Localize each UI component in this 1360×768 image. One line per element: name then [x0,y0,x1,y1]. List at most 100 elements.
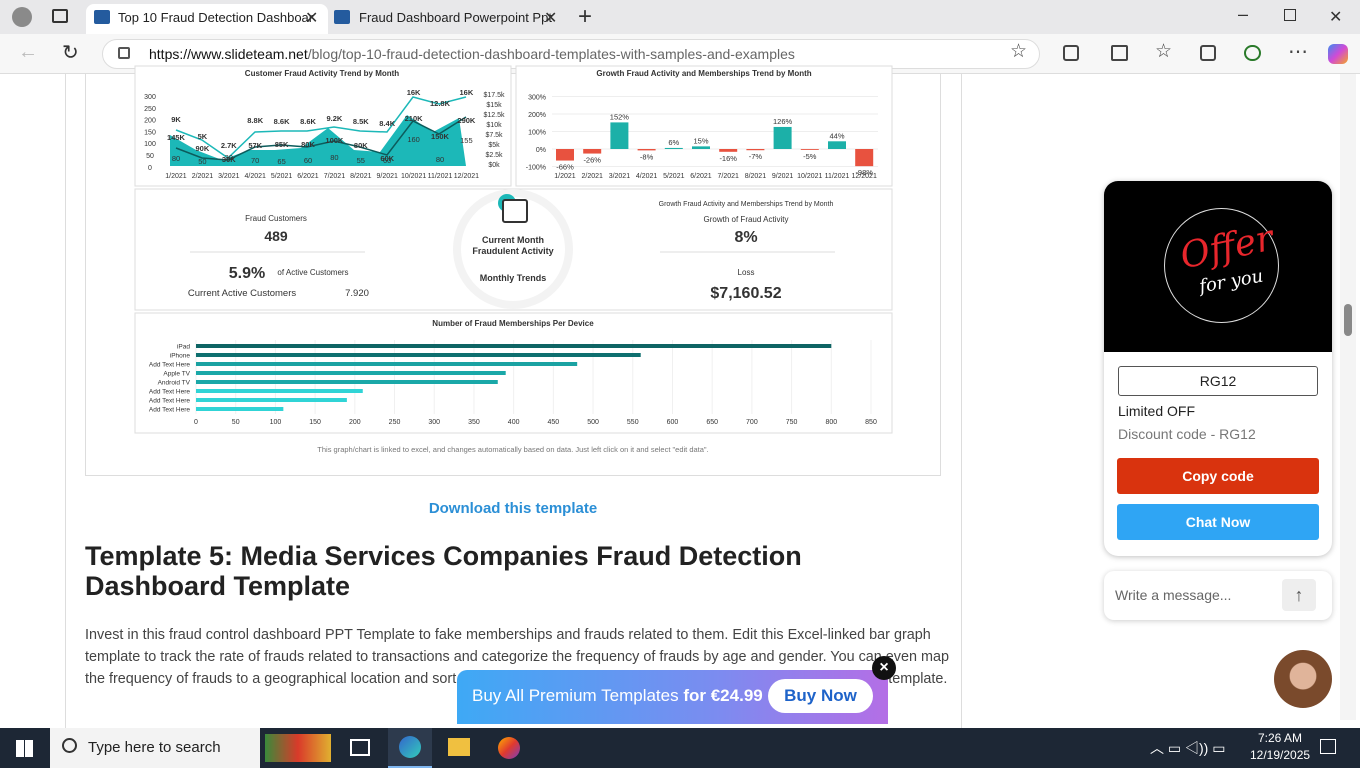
dash-text: 80 [172,154,180,163]
value-label: 15% [693,136,708,145]
dash-text: 1/2021 [554,173,576,180]
reload[interactable]: ↻ [62,42,79,64]
copy-code-button[interactable]: Copy code [1117,458,1319,494]
tab-active[interactable]: Top 10 Fraud Detection Dashboar [86,4,328,34]
close-window[interactable]: ✕ [1329,9,1343,26]
promo-banner[interactable]: Buy All Premium Templates for €24.99 Buy… [457,670,888,724]
offer-circle [1164,208,1279,323]
buy-now-button[interactable]: Buy Now [768,679,873,713]
dash-text: This graph/chart is linked to excel, and… [317,445,708,454]
dash-text: 150 [144,129,156,136]
menu[interactable]: ⋯ [1288,41,1308,63]
tick-label: 650 [706,419,718,426]
bar [664,147,683,149]
center-title-line: Fraudulent Activity [472,246,553,256]
tab-close[interactable]: ✕ [305,10,319,27]
dash-text: 55 [357,156,365,165]
value-label: -7% [749,152,763,161]
dash-text: $7,160.52 [710,285,781,302]
dash-text: 80K [354,141,368,150]
favorite[interactable]: ☆ [1010,41,1028,62]
notifications[interactable] [1320,739,1336,754]
article-column [65,74,962,728]
area-shape [170,115,466,166]
dash-text: 5.9% [229,265,265,282]
dash-text: 65 [277,157,285,166]
dash-text: 11/2021 [428,173,453,180]
favorites[interactable]: ☆ [1155,41,1173,62]
bar [196,407,284,411]
copilot[interactable] [1328,44,1348,64]
tray-icons[interactable]: ︿ ▭ ◁)) ▭ [1150,740,1226,756]
url-bar[interactable]: https://www.slideteam.net/blog/top-10-fr… [102,39,1040,69]
dash-text: 6/2021 [690,173,712,180]
dash-text: 489 [264,228,288,244]
tab[interactable]: Fraud Dashboard Powerpoint Ppt [327,4,565,34]
device-label: Add Text Here [149,362,190,369]
dash-text: 8% [734,229,757,246]
tick-label: 150 [309,419,321,426]
dash-text: $5k [488,142,500,149]
collections[interactable] [1200,45,1216,61]
value-label: -5% [803,152,817,161]
chat-now-button[interactable]: Chat Now [1117,504,1319,540]
tick-label: -100% [526,165,546,172]
task-view[interactable] [350,739,370,756]
tab-title: Top 10 Fraud Detection Dashboar [118,10,314,25]
device-label: Add Text Here [149,398,190,405]
profile-icon[interactable] [12,7,32,27]
firefox-app[interactable] [498,737,520,759]
restore[interactable] [1284,9,1296,21]
clock[interactable]: 7:26 AM 12/19/2025 [1250,731,1310,762]
edge-app[interactable] [388,728,432,768]
dash-text: Monthly Trends [480,273,547,283]
dash-text: 70 [251,156,259,165]
download-link[interactable]: Download this template [428,500,598,517]
extensions[interactable] [1063,45,1079,61]
explorer-app[interactable] [448,738,470,756]
tab-close[interactable]: ✕ [544,10,558,27]
banner-close[interactable]: × [872,656,896,680]
dash-text: 80 [436,155,444,164]
dash-text: 60 [304,156,312,165]
center-disc [461,197,565,301]
performance[interactable] [1244,45,1261,61]
device-label: Add Text Here [149,389,190,396]
dash-text: $15k [486,102,502,109]
tab-title: Fraud Dashboard Powerpoint Ppt [359,10,552,25]
tab-bar: Top 10 Fraud Detection Dashboar ✕ Fraud … [0,0,1360,34]
back[interactable]: ← [18,41,38,63]
placeholder: Write a message... [1115,587,1232,603]
bar [196,380,498,384]
minimize[interactable]: – [1238,4,1249,24]
device-label: Apple TV [163,371,190,378]
scroll-thumb[interactable] [1344,304,1352,336]
offer-image: Offer for you [1104,181,1332,352]
tick-label: 600 [667,419,679,426]
start-button[interactable] [16,740,33,757]
device-label: iPhone [170,353,191,360]
dash-text: Current Active Customers [188,288,296,299]
agent-avatar[interactable] [1274,650,1332,708]
dash-text: 145K [167,133,186,142]
bar [855,149,874,167]
value-label: 6% [668,138,679,147]
dash-text: 3/2021 [609,173,631,180]
search-box[interactable]: Type here to search [50,728,260,768]
message-input[interactable]: Write a message... ↑ [1104,571,1332,620]
dash-text: 100 [144,141,156,148]
dash-text: 11/2021 [825,173,850,180]
tick-label: 850 [865,419,877,426]
dash-text: Growth Fraud Activity and Memberships Tr… [596,69,811,78]
split[interactable] [1111,45,1128,61]
dash-text: 155 [460,136,473,145]
scrollbar[interactable] [1340,74,1356,720]
tab-actions[interactable] [52,9,68,23]
dash-text: of Active Customers [277,268,348,277]
widget-icon[interactable] [265,734,331,762]
new-tab[interactable]: + [578,3,593,30]
tick-label: 0% [536,147,546,154]
code-box: RG12 [1118,366,1318,396]
send-button[interactable]: ↑ [1282,579,1316,611]
